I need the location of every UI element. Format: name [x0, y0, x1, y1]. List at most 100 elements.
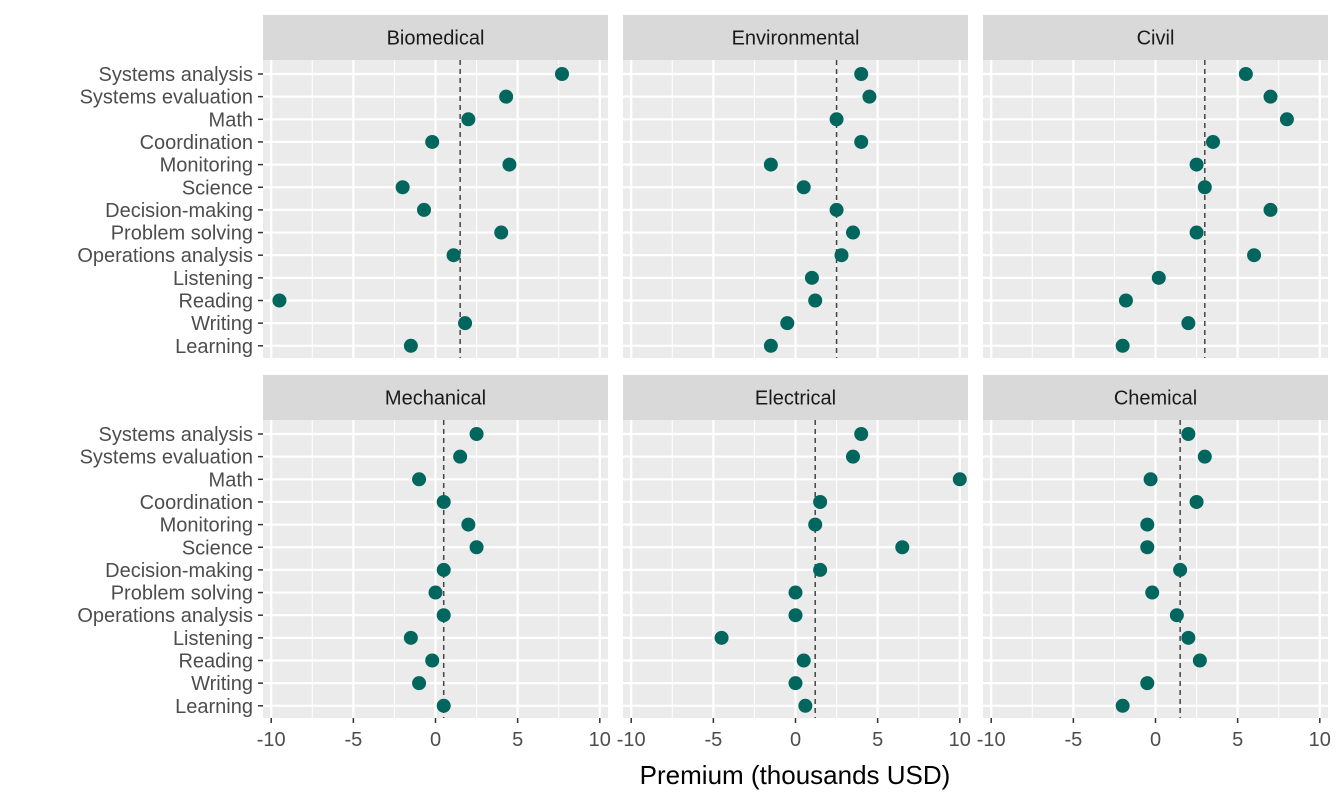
facet-label: Civil	[1137, 28, 1175, 50]
data-point	[436, 698, 451, 713]
data-point	[502, 157, 517, 172]
data-point	[412, 676, 427, 691]
x-tick-label: -10	[257, 729, 286, 751]
data-point	[763, 157, 778, 172]
data-point	[446, 248, 461, 263]
x-tick-label: 5	[512, 729, 523, 751]
data-point	[804, 270, 819, 285]
data-point	[469, 427, 484, 441]
data-point	[1115, 338, 1130, 353]
data-point	[1247, 248, 1262, 263]
data-point	[862, 89, 877, 104]
y-tick-label: Systems evaluation	[80, 87, 253, 109]
data-point	[1189, 157, 1204, 172]
data-point	[272, 293, 287, 308]
y-tick-label: Monitoring	[160, 155, 253, 177]
y-tick-label: Writing	[191, 673, 253, 695]
data-point	[458, 316, 473, 331]
data-point	[1181, 630, 1196, 645]
x-tick-label: 10	[589, 729, 611, 751]
data-point	[436, 608, 451, 623]
data-point	[854, 427, 869, 441]
data-point	[895, 540, 910, 555]
facet-strip	[983, 375, 1328, 420]
data-point	[1115, 698, 1130, 713]
data-point	[788, 585, 803, 600]
data-point	[403, 630, 418, 645]
data-point	[1173, 562, 1188, 577]
data-point	[555, 67, 569, 81]
data-point	[829, 202, 844, 217]
data-point	[1140, 517, 1155, 532]
data-point	[788, 676, 803, 691]
facet-strip	[623, 375, 968, 420]
facet-strip	[263, 15, 608, 60]
data-point	[1181, 316, 1196, 331]
y-tick-label: Coordination	[140, 492, 253, 514]
y-tick-label: Operations analysis	[77, 605, 253, 627]
y-tick-label: Operations analysis	[77, 245, 253, 267]
facet-label: Mechanical	[385, 388, 486, 410]
data-point	[834, 248, 849, 263]
data-point	[412, 472, 427, 487]
y-tick-label: Listening	[173, 268, 253, 290]
data-point	[808, 517, 823, 532]
y-tick-label: Systems analysis	[99, 424, 254, 446]
data-point	[808, 293, 823, 308]
data-point	[1143, 472, 1158, 487]
data-point	[1181, 427, 1196, 441]
data-point	[461, 517, 476, 532]
data-point	[813, 562, 828, 577]
data-point	[780, 316, 795, 331]
data-point	[499, 89, 514, 104]
facet-label: Biomedical	[387, 28, 485, 50]
x-tick-label: -5	[344, 729, 362, 751]
x-tick-label: 10	[949, 729, 971, 751]
data-point	[1279, 112, 1294, 127]
data-point	[403, 338, 418, 353]
data-point	[1169, 608, 1184, 623]
data-point	[425, 134, 440, 149]
y-tick-label: Writing	[191, 313, 253, 335]
x-axis-title: Premium (thousands USD)	[639, 760, 951, 790]
data-point	[854, 67, 869, 81]
facet-strip	[983, 15, 1328, 60]
data-point	[846, 225, 860, 240]
data-point	[952, 472, 967, 487]
y-tick-label: Decision-making	[105, 560, 253, 582]
data-point	[1145, 585, 1160, 600]
y-tick-label: Reading	[178, 651, 253, 673]
x-tick-label: -5	[1064, 729, 1082, 751]
data-point	[469, 540, 484, 555]
x-tick-label: -5	[704, 729, 722, 751]
facet-label: Environmental	[732, 28, 860, 50]
y-tick-label: Learning	[175, 696, 253, 718]
data-point	[1263, 202, 1278, 217]
data-point	[436, 494, 451, 509]
data-point	[846, 449, 860, 464]
data-point	[1140, 676, 1155, 691]
data-point	[395, 180, 410, 195]
facet-label: Electrical	[755, 388, 836, 410]
x-tick-label: 5	[872, 729, 883, 751]
data-point	[714, 630, 729, 645]
data-point	[494, 225, 509, 240]
facet-strip	[623, 15, 968, 60]
y-tick-label: Monitoring	[160, 515, 253, 537]
data-point	[428, 585, 443, 600]
x-tick-label: -10	[977, 729, 1006, 751]
facet-strip	[263, 375, 608, 420]
data-point	[1197, 180, 1212, 195]
facet-label: Chemical	[1114, 388, 1197, 410]
data-point	[1140, 540, 1155, 555]
data-point	[1263, 89, 1278, 104]
y-tick-label: Problem solving	[111, 223, 253, 245]
data-point	[1197, 449, 1212, 464]
x-tick-label: 0	[790, 729, 801, 751]
data-point	[829, 112, 844, 127]
data-point	[788, 608, 803, 623]
x-tick-label: 0	[430, 729, 441, 751]
data-point	[796, 653, 811, 668]
